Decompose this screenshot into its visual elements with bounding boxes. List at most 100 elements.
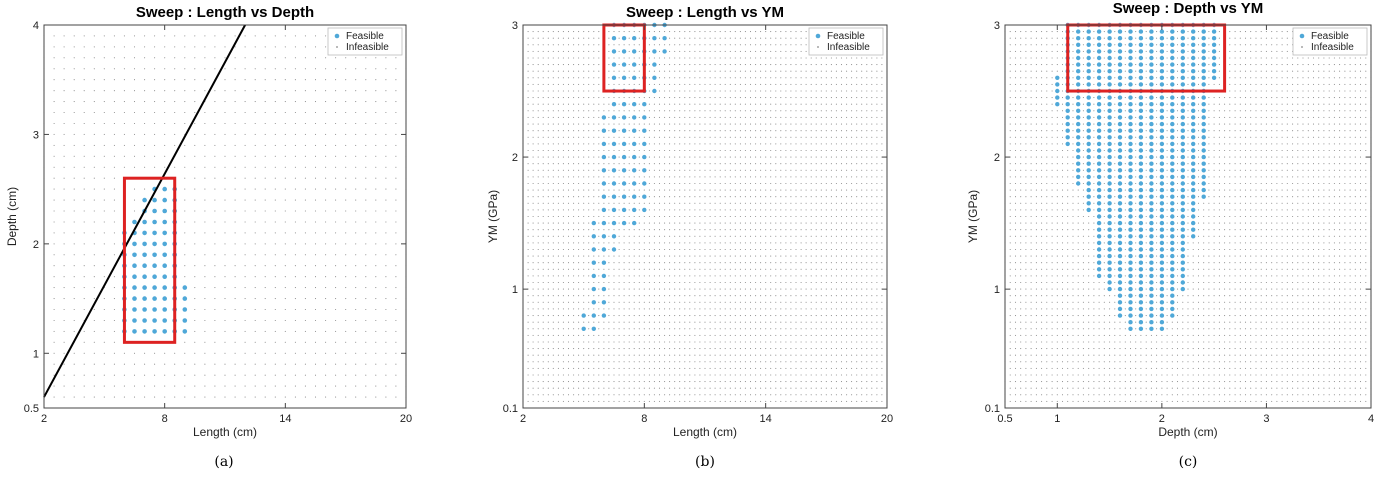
- infeasible-point: [795, 196, 797, 198]
- infeasible-point: [815, 361, 817, 363]
- infeasible-point: [113, 319, 115, 322]
- infeasible-point: [719, 248, 721, 251]
- infeasible-point: [810, 275, 812, 277]
- infeasible-point: [603, 334, 605, 336]
- infeasible-point: [638, 381, 640, 383]
- infeasible-point: [628, 176, 630, 178]
- infeasible-point: [375, 232, 377, 234]
- infeasible-point: [552, 70, 554, 72]
- infeasible-point: [739, 130, 741, 132]
- infeasible-point: [552, 116, 554, 118]
- infeasible-point: [744, 116, 746, 118]
- infeasible-point: [790, 143, 792, 145]
- infeasible-point: [224, 330, 226, 332]
- infeasible-point: [734, 308, 736, 310]
- infeasible-point: [633, 242, 635, 244]
- infeasible-point: [669, 57, 671, 59]
- infeasible-point: [537, 354, 539, 356]
- infeasible-point: [744, 308, 746, 310]
- infeasible-point: [674, 354, 676, 356]
- infeasible-point: [73, 374, 75, 376]
- infeasible-point: [562, 189, 564, 191]
- infeasible-point: [719, 229, 721, 231]
- infeasible-point: [785, 248, 787, 251]
- infeasible-point: [567, 50, 570, 52]
- infeasible-point: [598, 156, 600, 158]
- infeasible-point: [174, 111, 176, 114]
- infeasible-point: [542, 156, 544, 158]
- infeasible-point: [53, 79, 55, 81]
- infeasible-point: [679, 229, 681, 231]
- feasible-point: [132, 263, 137, 269]
- infeasible-point: [815, 116, 817, 118]
- infeasible-point: [699, 262, 701, 264]
- infeasible-point: [537, 123, 539, 125]
- infeasible-point: [598, 176, 600, 178]
- infeasible-point: [527, 37, 529, 39]
- infeasible-point: [628, 229, 630, 231]
- infeasible-point: [755, 97, 757, 99]
- infeasible-point: [674, 400, 676, 402]
- infeasible-point: [805, 268, 807, 270]
- infeasible-point: [694, 367, 696, 369]
- infeasible-point: [795, 387, 797, 389]
- infeasible-point: [552, 130, 554, 132]
- infeasible-point: [573, 182, 575, 185]
- infeasible-point: [537, 37, 539, 39]
- infeasible-point: [689, 354, 691, 356]
- infeasible-point: [542, 394, 544, 396]
- infeasible-point: [780, 394, 782, 396]
- infeasible-point: [724, 348, 726, 350]
- infeasible-point: [154, 155, 156, 157]
- infeasible-point: [603, 354, 605, 356]
- infeasible-point: [805, 361, 807, 363]
- infeasible-point: [780, 275, 782, 277]
- infeasible-point: [194, 330, 196, 332]
- infeasible-point: [603, 136, 605, 138]
- infeasible-point: [542, 341, 544, 343]
- infeasible-point: [547, 308, 549, 310]
- infeasible-point: [583, 196, 585, 198]
- infeasible-point: [588, 229, 590, 231]
- infeasible-point: [653, 143, 655, 145]
- infeasible-point: [674, 321, 676, 323]
- infeasible-point: [760, 235, 762, 237]
- infeasible-point: [734, 400, 736, 402]
- infeasible-point: [355, 90, 357, 92]
- infeasible-point: [653, 281, 655, 284]
- infeasible-point: [73, 243, 75, 245]
- infeasible-point: [537, 262, 539, 264]
- infeasible-point: [658, 136, 661, 138]
- infeasible-point: [623, 215, 625, 218]
- infeasible-point: [264, 122, 266, 125]
- infeasible-point: [355, 79, 357, 81]
- infeasible-point: [689, 235, 691, 237]
- infeasible-point: [567, 77, 570, 79]
- infeasible-point: [557, 90, 559, 92]
- infeasible-point: [760, 31, 762, 33]
- infeasible-point: [790, 374, 792, 376]
- infeasible-point: [552, 215, 554, 218]
- infeasible-point: [224, 133, 226, 135]
- infeasible-point: [588, 361, 590, 363]
- infeasible-point: [345, 90, 347, 92]
- infeasible-point: [547, 295, 549, 297]
- infeasible-point: [653, 130, 655, 132]
- infeasible-point: [795, 103, 797, 105]
- infeasible-point: [244, 396, 246, 398]
- infeasible-point: [638, 268, 640, 270]
- infeasible-point: [795, 301, 797, 303]
- infeasible-point: [573, 110, 575, 112]
- infeasible-point: [204, 396, 206, 398]
- infeasible-point: [562, 156, 564, 158]
- infeasible-point: [593, 367, 595, 369]
- feasible-point: [142, 296, 147, 301]
- infeasible-point: [527, 315, 529, 317]
- infeasible-point: [669, 37, 671, 39]
- infeasible-point: [760, 50, 762, 52]
- infeasible-point: [234, 79, 236, 81]
- infeasible-point: [684, 31, 686, 33]
- infeasible-point: [552, 169, 554, 171]
- infeasible-point: [770, 44, 772, 46]
- infeasible-point: [790, 202, 792, 204]
